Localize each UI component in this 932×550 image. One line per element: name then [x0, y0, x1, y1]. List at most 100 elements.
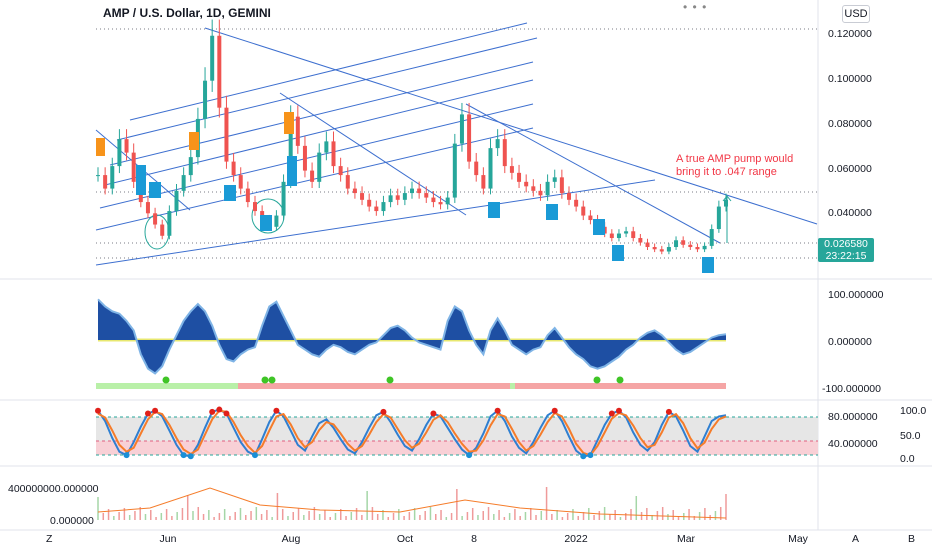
candle-body	[431, 197, 436, 203]
candle-body	[709, 229, 714, 246]
oversold-dot	[580, 453, 587, 460]
oscillator-signal-dots	[162, 376, 624, 384]
candle-body	[153, 213, 158, 225]
stochastic-series[interactable]	[95, 406, 727, 460]
currency-button[interactable]: USD	[842, 5, 870, 23]
bar-countdown: 23:22:15	[825, 250, 867, 262]
candle-body	[410, 188, 414, 194]
orange-marker	[96, 138, 105, 156]
candle-body	[445, 197, 450, 205]
candle-body	[467, 114, 472, 162]
overbought-dot	[380, 408, 387, 415]
candle-body	[174, 190, 179, 212]
zoom-reset-button[interactable]: Z	[46, 533, 53, 545]
candle-body	[417, 188, 422, 194]
oscillator-state-bar-bull	[96, 383, 238, 389]
auto-scale-button[interactable]: A	[852, 533, 859, 545]
log-scale-button[interactable]: B	[908, 533, 915, 545]
time-axis[interactable]: Jun Aug Oct 8 2022 Mar May	[160, 533, 809, 545]
candle-body	[103, 175, 108, 189]
candle-body	[581, 206, 586, 216]
chart-annotation[interactable]: A true AMP pump would bring it to .047 r…	[676, 153, 794, 178]
candle-body	[317, 152, 322, 182]
chart-title: AMP / U.S. Dollar, 1D, GEMINI	[103, 6, 271, 20]
blue-marker	[546, 204, 558, 220]
candle-body	[124, 139, 129, 153]
osc-tick-label: 100.000000	[828, 289, 884, 301]
candle-body	[110, 166, 115, 189]
x-tick-label: Aug	[282, 533, 301, 545]
current-price: 0.026580	[824, 238, 868, 250]
candle-body	[666, 247, 671, 252]
overbought-dot	[615, 407, 622, 414]
oscillator-area	[98, 299, 726, 374]
price-axis[interactable]: 0.120000 0.100000 0.080000 0.060000 0.04…	[828, 28, 872, 219]
candle-body	[238, 175, 243, 189]
stoch-tick-label: 40.000000	[828, 438, 878, 450]
candle-body	[531, 186, 536, 191]
candle-body	[438, 202, 443, 205]
candle-body	[302, 145, 307, 171]
sequential-markers[interactable]	[96, 112, 714, 273]
overbought-dot	[551, 407, 558, 414]
blue-marker	[136, 165, 146, 195]
blue-marker	[612, 245, 624, 261]
orange-marker	[284, 112, 294, 134]
x-tick-label: 8	[471, 533, 477, 545]
candle-body	[588, 215, 593, 221]
volume-tick-label: 400000000.000000	[8, 483, 99, 495]
candle-body	[295, 116, 300, 146]
stoch-right-tick: 0.0	[900, 453, 915, 465]
candle-body	[552, 177, 557, 182]
falling-trendlines[interactable]	[95, 27, 818, 244]
candle-body	[545, 181, 550, 196]
blue-marker	[488, 202, 500, 218]
candle-body	[131, 152, 136, 182]
overbought-dot	[665, 408, 672, 415]
oversold-dot	[587, 452, 594, 459]
candle-body	[495, 139, 500, 149]
blue-marker	[593, 219, 605, 235]
candle-body	[688, 244, 693, 248]
candle-body	[210, 35, 215, 81]
overbought-dot	[209, 408, 216, 415]
candle-body	[345, 175, 350, 189]
oscillator-series[interactable]	[97, 298, 727, 375]
candle-body	[331, 141, 336, 167]
overbought-dot	[608, 410, 615, 417]
candle-body	[659, 249, 664, 252]
candle-body	[388, 195, 393, 203]
candle-body	[674, 240, 679, 248]
candle-body	[117, 139, 122, 167]
candle-body	[160, 224, 165, 236]
orange-marker	[189, 132, 199, 150]
candle-body	[217, 35, 222, 108]
candle-body	[702, 245, 707, 250]
blue-marker	[702, 257, 714, 273]
x-tick-label: May	[788, 533, 809, 545]
candle-body	[474, 161, 479, 176]
candle-body	[631, 231, 636, 239]
more-options-icon[interactable]: • • •	[683, 0, 708, 14]
candle-body	[616, 233, 621, 239]
x-tick-label: 2022	[564, 533, 588, 545]
y-tick-label: 0.060000	[828, 163, 872, 175]
candle-body	[424, 193, 429, 198]
candle-body	[488, 148, 493, 189]
osc-tick-label: 0.000000	[828, 336, 872, 348]
oversold-dot	[252, 452, 258, 459]
stoch-right-tick: 100.0	[900, 405, 926, 417]
x-tick-label: Oct	[397, 533, 413, 545]
candle-body	[567, 193, 571, 200]
candle-body	[574, 199, 579, 207]
candle-body	[502, 139, 507, 167]
candle-body	[281, 181, 286, 216]
x-tick-label: Mar	[677, 533, 696, 545]
candle-body	[695, 247, 700, 250]
candle-body	[310, 170, 315, 182]
candle-body	[231, 161, 236, 176]
volume-series[interactable]	[97, 487, 727, 520]
osc-tick-label: -100.000000	[822, 383, 881, 395]
rising-channel[interactable]	[95, 22, 656, 266]
